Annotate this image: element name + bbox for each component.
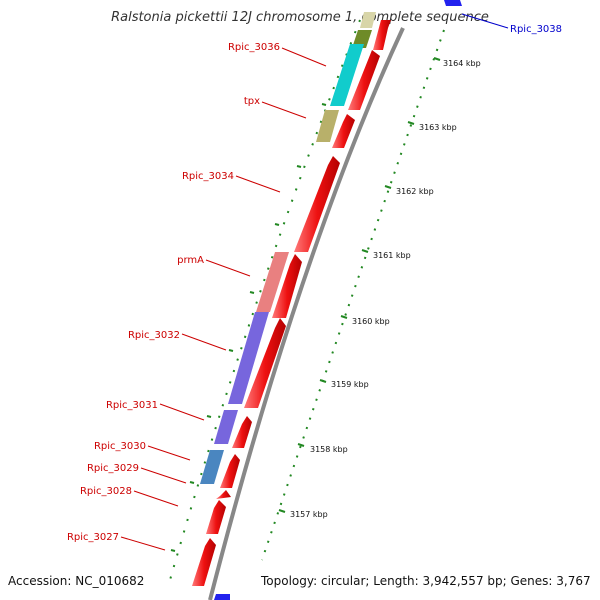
gene-arrow-tpx [332,114,355,148]
ruler-tick [278,509,286,513]
ruler-ticks: 3164 kbp 3163 kbp 3162 kbp 3161 kbp 3160… [278,57,481,519]
gene-label: Rpic_3032 [128,330,180,341]
ruler-tick-label: 3161 kbp [373,251,411,260]
gene-label: prmA [177,255,204,266]
gene-box-top-tan [360,12,376,28]
gene-box-purple-large [228,312,269,404]
ruler-tick-label: 3159 kbp [331,380,369,389]
ruler-tick-label: 3164 kbp [443,59,481,68]
gene-label: Rpic_3036 [228,42,280,53]
colored-genes [200,0,462,600]
ruler-tick [319,379,327,383]
topology-text: Topology: circular; Length: 3,942,557 bp… [261,574,591,588]
gene-box-olive [352,30,372,48]
gene-label: Rpic_3028 [80,486,132,497]
label-leaders [120,13,509,551]
gene-arrow-rpic-3030 [220,454,240,488]
gene-label: Rpic_3029 [87,463,139,474]
gene-arrow-rpic-3034 [294,156,340,252]
chromosome-backbone [208,27,405,600]
gene-arrow-rpic-3032 [244,318,286,408]
ruler-tick-label: 3160 kbp [352,317,390,326]
gene-arrow-rpic-3028 [206,500,226,534]
gene-arrow-prma [272,254,302,318]
gene-box-tan [316,110,339,142]
gene-box-blue-bottom [214,594,230,600]
ruler-tick-label: 3158 kbp [310,445,348,454]
accession-text: Accession: NC_010682 [8,574,145,588]
gene-box-steelblue [200,450,224,484]
ruler-tick-label: 3163 kbp [419,123,457,132]
gene-arrow-rpic-3036 [348,50,380,110]
gene-labels: Rpic_3038 Rpic_3036 tpx Rpic_3034 prmA R… [67,24,562,543]
gene-label: Rpic_3038 [510,24,562,35]
ruler-tick [297,443,305,447]
gene-box-blue-top [444,0,462,6]
ruler-tick [361,249,369,253]
ruler-tick [340,315,348,319]
gene-arrow-rpic-3038-region [373,20,391,50]
ruler-tick [384,185,392,189]
gene-track-ticks [170,103,327,552]
forward-genes [192,20,391,586]
ruler-tick-label: 3157 kbp [290,510,328,519]
gene-label: Rpic_3031 [106,400,158,411]
gene-label: Rpic_3027 [67,532,119,543]
ruler-tick [433,57,441,61]
gene-box-purple-small [214,410,238,444]
gene-label: Rpic_3030 [94,441,146,452]
gene-label: Rpic_3034 [182,171,234,182]
gene-arrow-rpic-3031 [232,416,252,448]
gene-box-pink [256,252,289,312]
ruler-tick [407,121,415,125]
gene-arrow-rpic-3027 [192,538,216,586]
gene-arrow-rpic-3029 [216,490,231,499]
map-title: Ralstonia pickettii 12J chromosome 1, co… [111,10,489,25]
gene-box-cyan [330,44,364,106]
ruler-tick-label: 3162 kbp [396,187,434,196]
gene-label: tpx [244,96,260,107]
